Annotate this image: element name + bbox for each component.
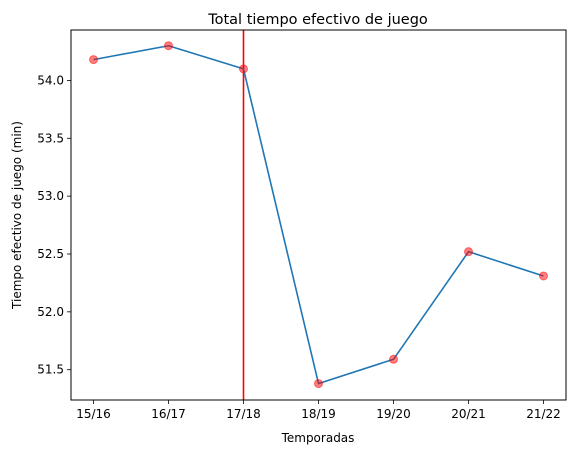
y-tick-label: 52.5: [37, 247, 64, 261]
x-axis-label: Temporadas: [281, 431, 355, 445]
x-tick-label: 20/21: [451, 407, 486, 421]
y-tick-label: 53.0: [37, 189, 64, 203]
x-tick-label: 18/19: [301, 407, 336, 421]
x-axis: 15/16 16/17 17/18 18/19 19/20 20/21 21/22: [76, 400, 561, 421]
x-tick-label: 15/16: [76, 407, 111, 421]
data-point: [389, 354, 398, 364]
data-point: [164, 41, 173, 51]
y-tick-label: 54.0: [37, 73, 64, 87]
x-tick-label: 16/17: [151, 407, 186, 421]
data-point: [314, 379, 323, 389]
y-axis-label: Tiempo efectivo de juego (min): [10, 121, 24, 310]
data-point: [239, 64, 248, 74]
plot-area: [71, 30, 566, 400]
x-tick-label: 21/22: [526, 407, 561, 421]
y-tick-label: 52.0: [37, 305, 64, 319]
plot-marks: [89, 30, 548, 400]
y-tick-label: 51.5: [37, 363, 64, 377]
x-tick-label: 19/20: [376, 407, 411, 421]
x-tick-label: 17/18: [226, 407, 261, 421]
y-tick-label: 53.5: [37, 131, 64, 145]
data-point: [464, 247, 473, 257]
data-point: [89, 55, 98, 65]
chart-title: Total tiempo efectivo de juego: [207, 12, 428, 28]
y-axis: 51.5 52.0 52.5 53.0 53.5 54.0: [37, 73, 71, 377]
data-point: [539, 271, 548, 281]
